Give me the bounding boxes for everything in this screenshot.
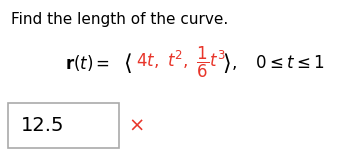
Text: $,\quad 0 \leq t \leq 1$: $,\quad 0 \leq t \leq 1$ [231,53,325,72]
Text: Find the length of the curve.: Find the length of the curve. [11,12,228,27]
Text: $\langle$: $\langle$ [123,51,132,75]
Text: $4t,\ t^2,\ \dfrac{1}{6}t^3$: $4t,\ t^2,\ \dfrac{1}{6}t^3$ [136,45,226,80]
Text: 12.5: 12.5 [20,116,64,135]
FancyBboxPatch shape [8,102,119,149]
Text: $\mathbf{r}(t) = $: $\mathbf{r}(t) = $ [65,53,110,73]
Text: $\times$: $\times$ [128,116,144,135]
Text: $\rangle$: $\rangle$ [222,51,231,75]
